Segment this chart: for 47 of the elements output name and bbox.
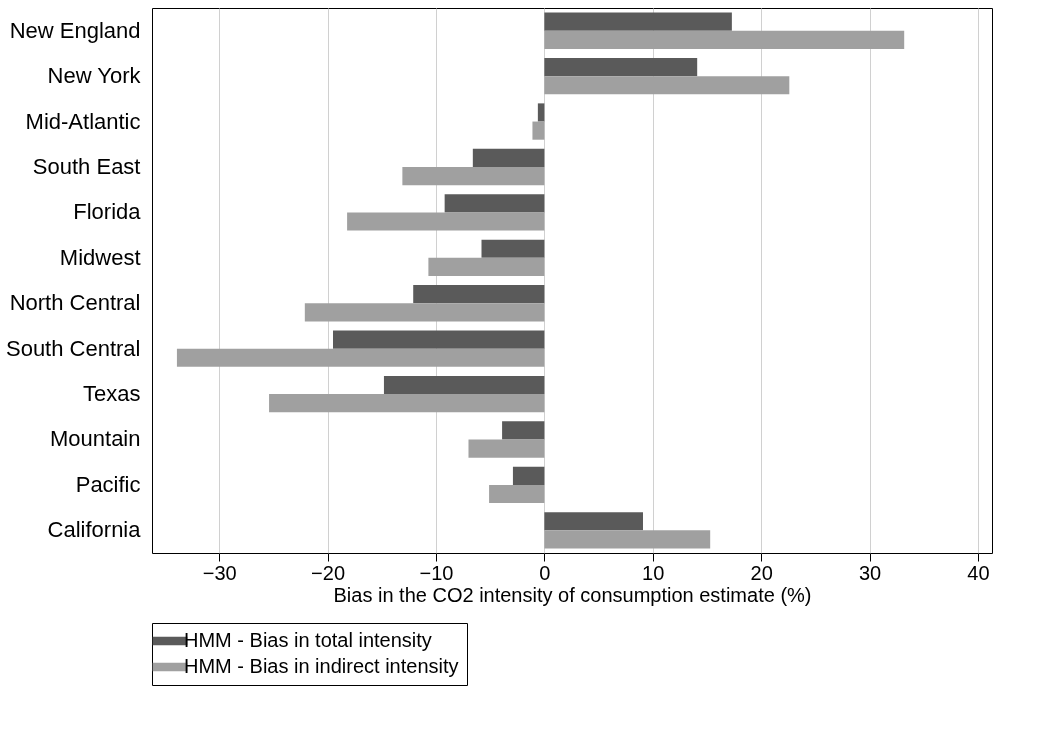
x-tick-label: 20 [750, 561, 773, 584]
y-tick-label: New England [9, 17, 141, 43]
bar [544, 12, 732, 31]
bar [544, 30, 905, 49]
bar [544, 530, 711, 549]
x-axis-title: Bias in the CO2 intensity of consumption estimate (%) [333, 583, 812, 606]
y-tick-label: South East [32, 153, 141, 179]
y-tick-label: Florida [73, 199, 142, 225]
x-tick-label: 0 [539, 561, 551, 584]
bar [333, 330, 545, 349]
bar [413, 285, 545, 304]
bar [472, 148, 545, 167]
y-tick-label: New York [47, 63, 142, 89]
legend-label: HMM - Bias in total intensity [184, 629, 432, 651]
bar [347, 212, 545, 231]
y-tick-label: Midwest [59, 244, 141, 270]
y-tick-label: North Central [9, 290, 141, 316]
bar [269, 394, 545, 413]
bar [402, 166, 545, 186]
y-tick-label: Mid-Atlantic [25, 108, 141, 134]
bar [544, 57, 698, 77]
y-tick-label: Pacific [75, 471, 141, 497]
x-tick-label: 10 [642, 561, 665, 584]
x-tick-label: −20 [311, 561, 346, 584]
bar [304, 303, 545, 322]
x-tick-label: −30 [202, 561, 237, 584]
bar [512, 466, 545, 485]
y-tick-label: Mountain [49, 426, 141, 452]
bar [428, 257, 545, 276]
x-tick-label: 40 [967, 561, 990, 584]
bar [444, 194, 545, 213]
bar [489, 484, 545, 504]
bar [544, 512, 643, 531]
bar [532, 121, 545, 140]
bar [537, 103, 545, 122]
y-tick-label: Texas [83, 381, 141, 407]
bar [544, 76, 790, 95]
bar [502, 421, 545, 440]
bar [468, 439, 545, 458]
legend-label: HMM - Bias in indirect intensity [184, 655, 459, 677]
x-tick-label: 30 [858, 561, 882, 584]
bar [383, 375, 545, 395]
y-tick-label: California [47, 517, 142, 543]
x-tick-label: −10 [419, 561, 454, 584]
bar [176, 348, 545, 367]
y-tick-label: South Central [5, 335, 141, 361]
bar [481, 239, 545, 258]
